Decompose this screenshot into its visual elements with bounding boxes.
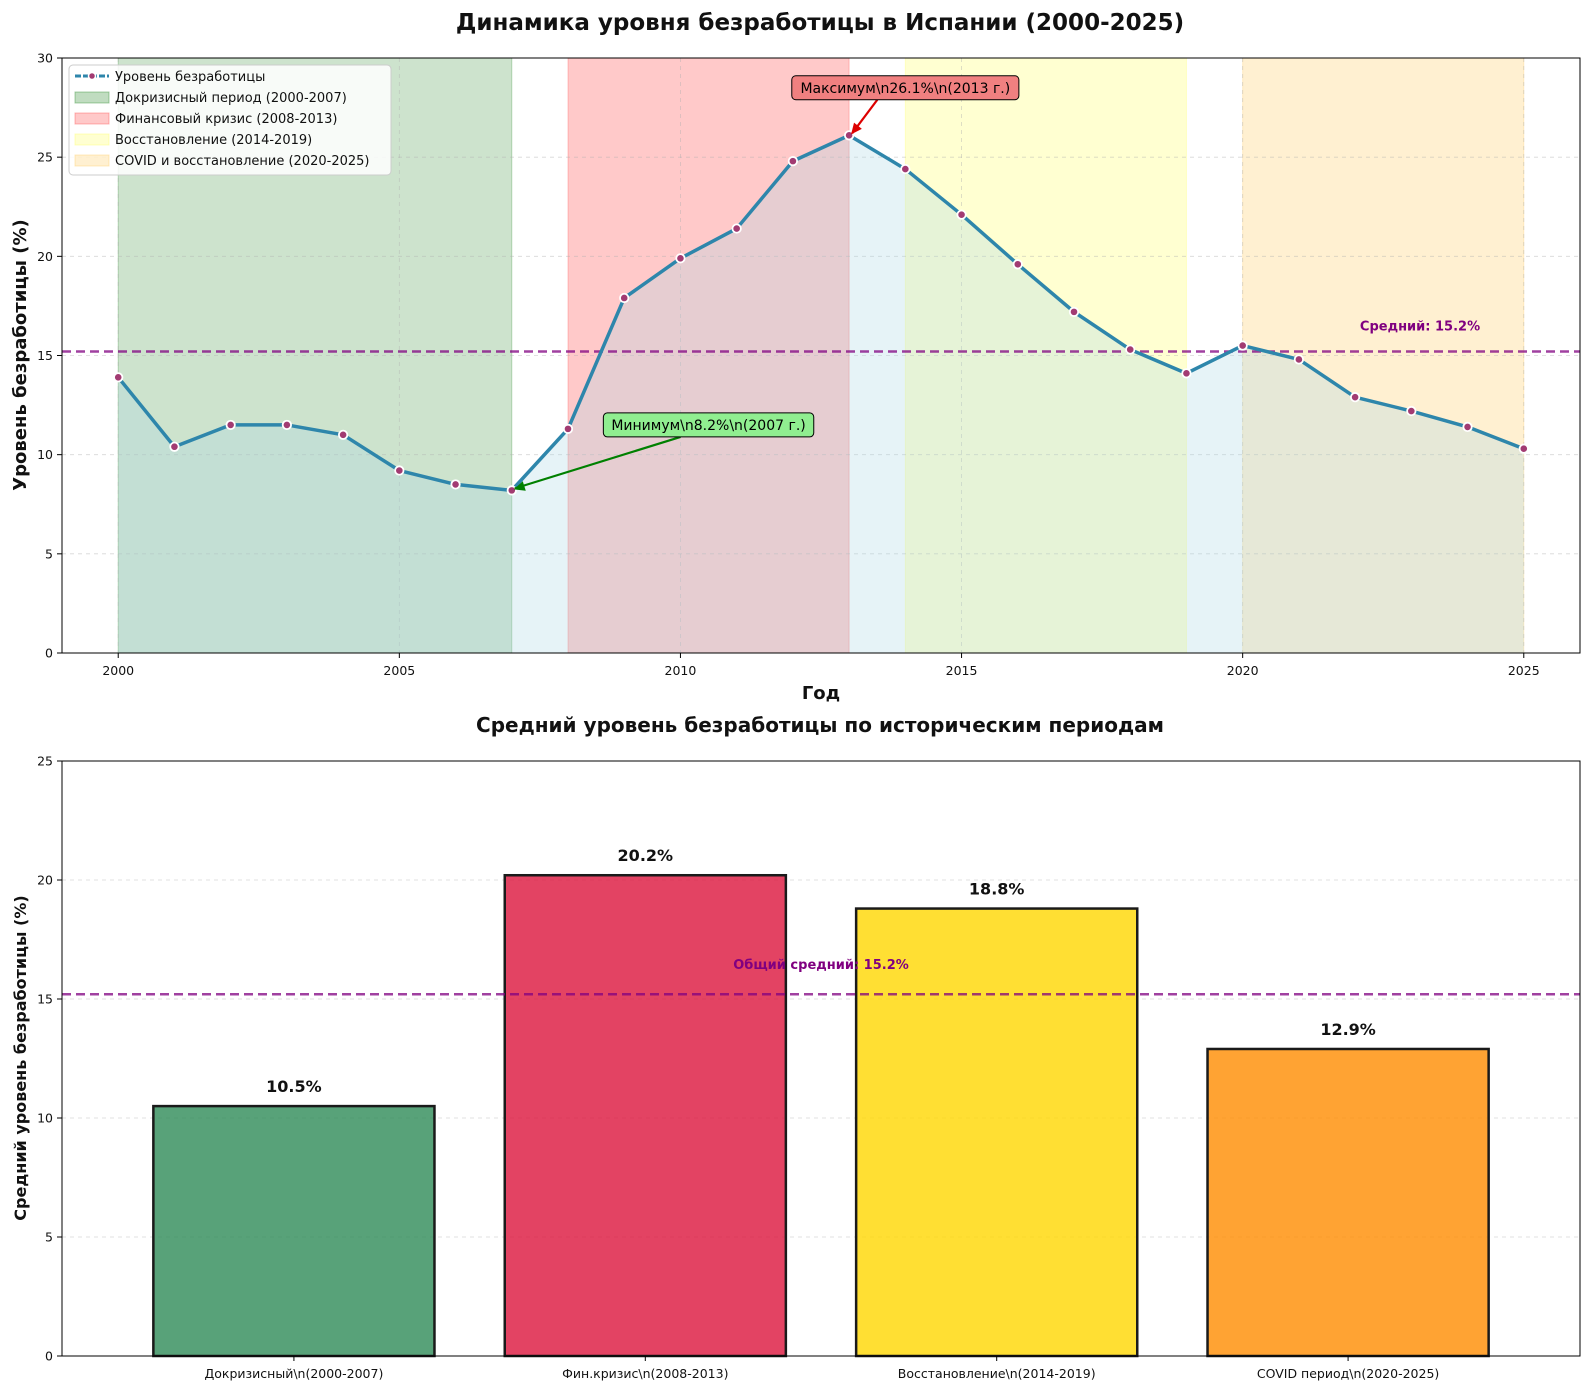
- data-point-2010: [675, 253, 686, 264]
- data-point-2022: [1350, 392, 1361, 403]
- bar-y-tick-label-0: 0: [45, 1349, 53, 1364]
- max-annotation-text: Максимум\n26.1%\n(2013 г.): [800, 81, 1010, 97]
- y-axis-label: Уровень безработицы (%): [10, 219, 31, 490]
- data-point-2024: [1462, 421, 1473, 432]
- x-tick-label-2020: 2020: [1227, 663, 1259, 678]
- data-point-2025: [1518, 443, 1529, 454]
- data-point-2008: [562, 423, 574, 434]
- bar-value-label-0: 10.5%: [266, 1077, 322, 1096]
- category-label-3: COVID период\n(2020-2025): [1257, 1366, 1439, 1381]
- data-point-2018: [1125, 344, 1136, 355]
- series-line: [116, 133, 1525, 493]
- y-axis-ticks: 0 5 10 15 20 25 30: [37, 51, 62, 661]
- x-axis-label: Год: [802, 683, 840, 704]
- bar-3: [1206, 1047, 1490, 1358]
- x-tick-label-2005: 2005: [383, 663, 415, 678]
- bar-y-tick-label-5: 5: [45, 1230, 53, 1245]
- category-ticks: Докризисный\n(2000-2007) Фин.кризис\n(200…: [204, 1356, 1439, 1381]
- x-tick-label-2015: 2015: [946, 663, 978, 678]
- data-point-2003: [281, 419, 292, 431]
- y-tick-label-20: 20: [37, 249, 53, 264]
- bar-chart: Средний уровень безработицы по историчес…: [11, 713, 1581, 1381]
- legend-series-label: Уровень безработицы: [115, 70, 265, 85]
- data-point-2013: [844, 130, 855, 141]
- line-chart: Динамика уровня безработицы в Испании (2…: [10, 10, 1581, 704]
- data-point-2020: [1237, 340, 1248, 351]
- category-label-1: Фин.кризис\n(2008-2013): [562, 1366, 728, 1381]
- min-arrow-head: [513, 481, 526, 491]
- bar-chart-title: Средний уровень безработицы по историчес…: [476, 713, 1164, 737]
- legend-series-marker: [87, 71, 97, 81]
- bar-value-label-2: 18.8%: [969, 880, 1025, 899]
- overall-average-label: Общий средний: 15.2%: [733, 958, 909, 973]
- average-label: Средний: 15.2%: [1360, 320, 1480, 335]
- bar-y-tick-label-25: 25: [37, 754, 53, 769]
- average-line: Средний: 15.2%: [62, 320, 1580, 353]
- data-point-2001: [169, 441, 180, 452]
- data-point-2017: [1068, 306, 1080, 317]
- data-point-2005: [394, 465, 405, 476]
- x-axis-ticks: 2000 2005 2010 2015 2020 2025: [102, 653, 1540, 678]
- data-point-2002: [225, 419, 236, 431]
- min-annotation-text: Минимум\n8.2%\n(2007 г.): [611, 418, 805, 434]
- bar-value-label-3: 12.9%: [1320, 1020, 1376, 1039]
- data-point-2007: [506, 485, 517, 496]
- bar-y-tick-label-15: 15: [37, 992, 53, 1007]
- data-point-2000: [113, 372, 124, 383]
- legend-period-swatch-3: [74, 154, 110, 167]
- bar-chart-frame: [61, 760, 1581, 1357]
- max-annotation-box: [791, 75, 1020, 101]
- data-point-2004: [338, 429, 349, 440]
- y-tick-label-25: 25: [37, 150, 53, 165]
- y-tick-label-10: 10: [37, 447, 53, 462]
- bar-value-label-1: 20.2%: [618, 846, 674, 865]
- bar-y-tick-label-20: 20: [37, 873, 53, 888]
- bar-1: [503, 873, 788, 1358]
- bar-y-axis-label: Средний уровень безработицы (%): [11, 895, 30, 1220]
- min-annotation-box: [602, 412, 815, 438]
- series-area: [118, 135, 1524, 654]
- bar-0: [152, 1104, 436, 1358]
- y-tick-label-15: 15: [37, 348, 53, 363]
- area-fill: [118, 135, 1524, 654]
- legend-period-label-0: Докризисный период (2000-2007): [115, 91, 347, 106]
- legend-period-swatch-2: [74, 133, 110, 146]
- y-tick-label-5: 5: [45, 546, 53, 561]
- category-label-0: Докризисный\n(2000-2007): [204, 1366, 383, 1381]
- annotations: Максимум\n26.1%\n(2013 г.) Минимум\n8.2%\…: [513, 75, 1020, 491]
- legend-period-label-1: Финансовый кризис (2008-2013): [115, 112, 337, 127]
- line-chart-title: Динамика уровня безработицы в Испании (2…: [456, 10, 1184, 36]
- unemployment-series: [113, 130, 1529, 496]
- legend: Уровень безработицы Докризисный период (2…: [68, 64, 392, 176]
- data-point-2015: [956, 209, 967, 220]
- bar-y-axis-ticks: 0 5 10 15 20 25: [37, 754, 62, 1364]
- data-point-2012: [787, 156, 798, 167]
- data-point-2019: [1181, 368, 1192, 379]
- data-point-2023: [1406, 405, 1417, 417]
- legend-box: [68, 64, 392, 176]
- legend-period-label-3: COVID и восстановление (2020-2025): [115, 154, 369, 169]
- data-point-2006: [450, 479, 461, 490]
- x-tick-label-2000: 2000: [102, 663, 134, 678]
- data-point-2011: [731, 223, 742, 234]
- x-tick-label-2025: 2025: [1508, 663, 1540, 678]
- y-tick-label-30: 30: [37, 51, 53, 66]
- legend-period-swatch-0: [74, 91, 110, 104]
- x-tick-label-2010: 2010: [665, 663, 697, 678]
- legend-period-label-2: Восстановление (2014-2019): [115, 133, 312, 148]
- category-label-2: Восстановление\n(2014-2019): [898, 1366, 1096, 1381]
- bar-2: [854, 907, 1139, 1358]
- max-arrow-head: [851, 122, 862, 135]
- overall-average-line: Общий средний: 15.2%: [62, 958, 1580, 996]
- data-point-2021: [1293, 354, 1304, 365]
- y-tick-label-0: 0: [45, 646, 53, 661]
- bar-y-tick-label-10: 10: [37, 1111, 53, 1126]
- data-point-2014: [900, 163, 911, 175]
- min-arrow: [514, 435, 681, 490]
- data-point-2009: [619, 292, 630, 304]
- bars: 10.5% 20.2% 18.8% 12.9%: [152, 846, 1490, 1358]
- data-point-2016: [1012, 259, 1023, 270]
- legend-period-swatch-1: [74, 112, 110, 125]
